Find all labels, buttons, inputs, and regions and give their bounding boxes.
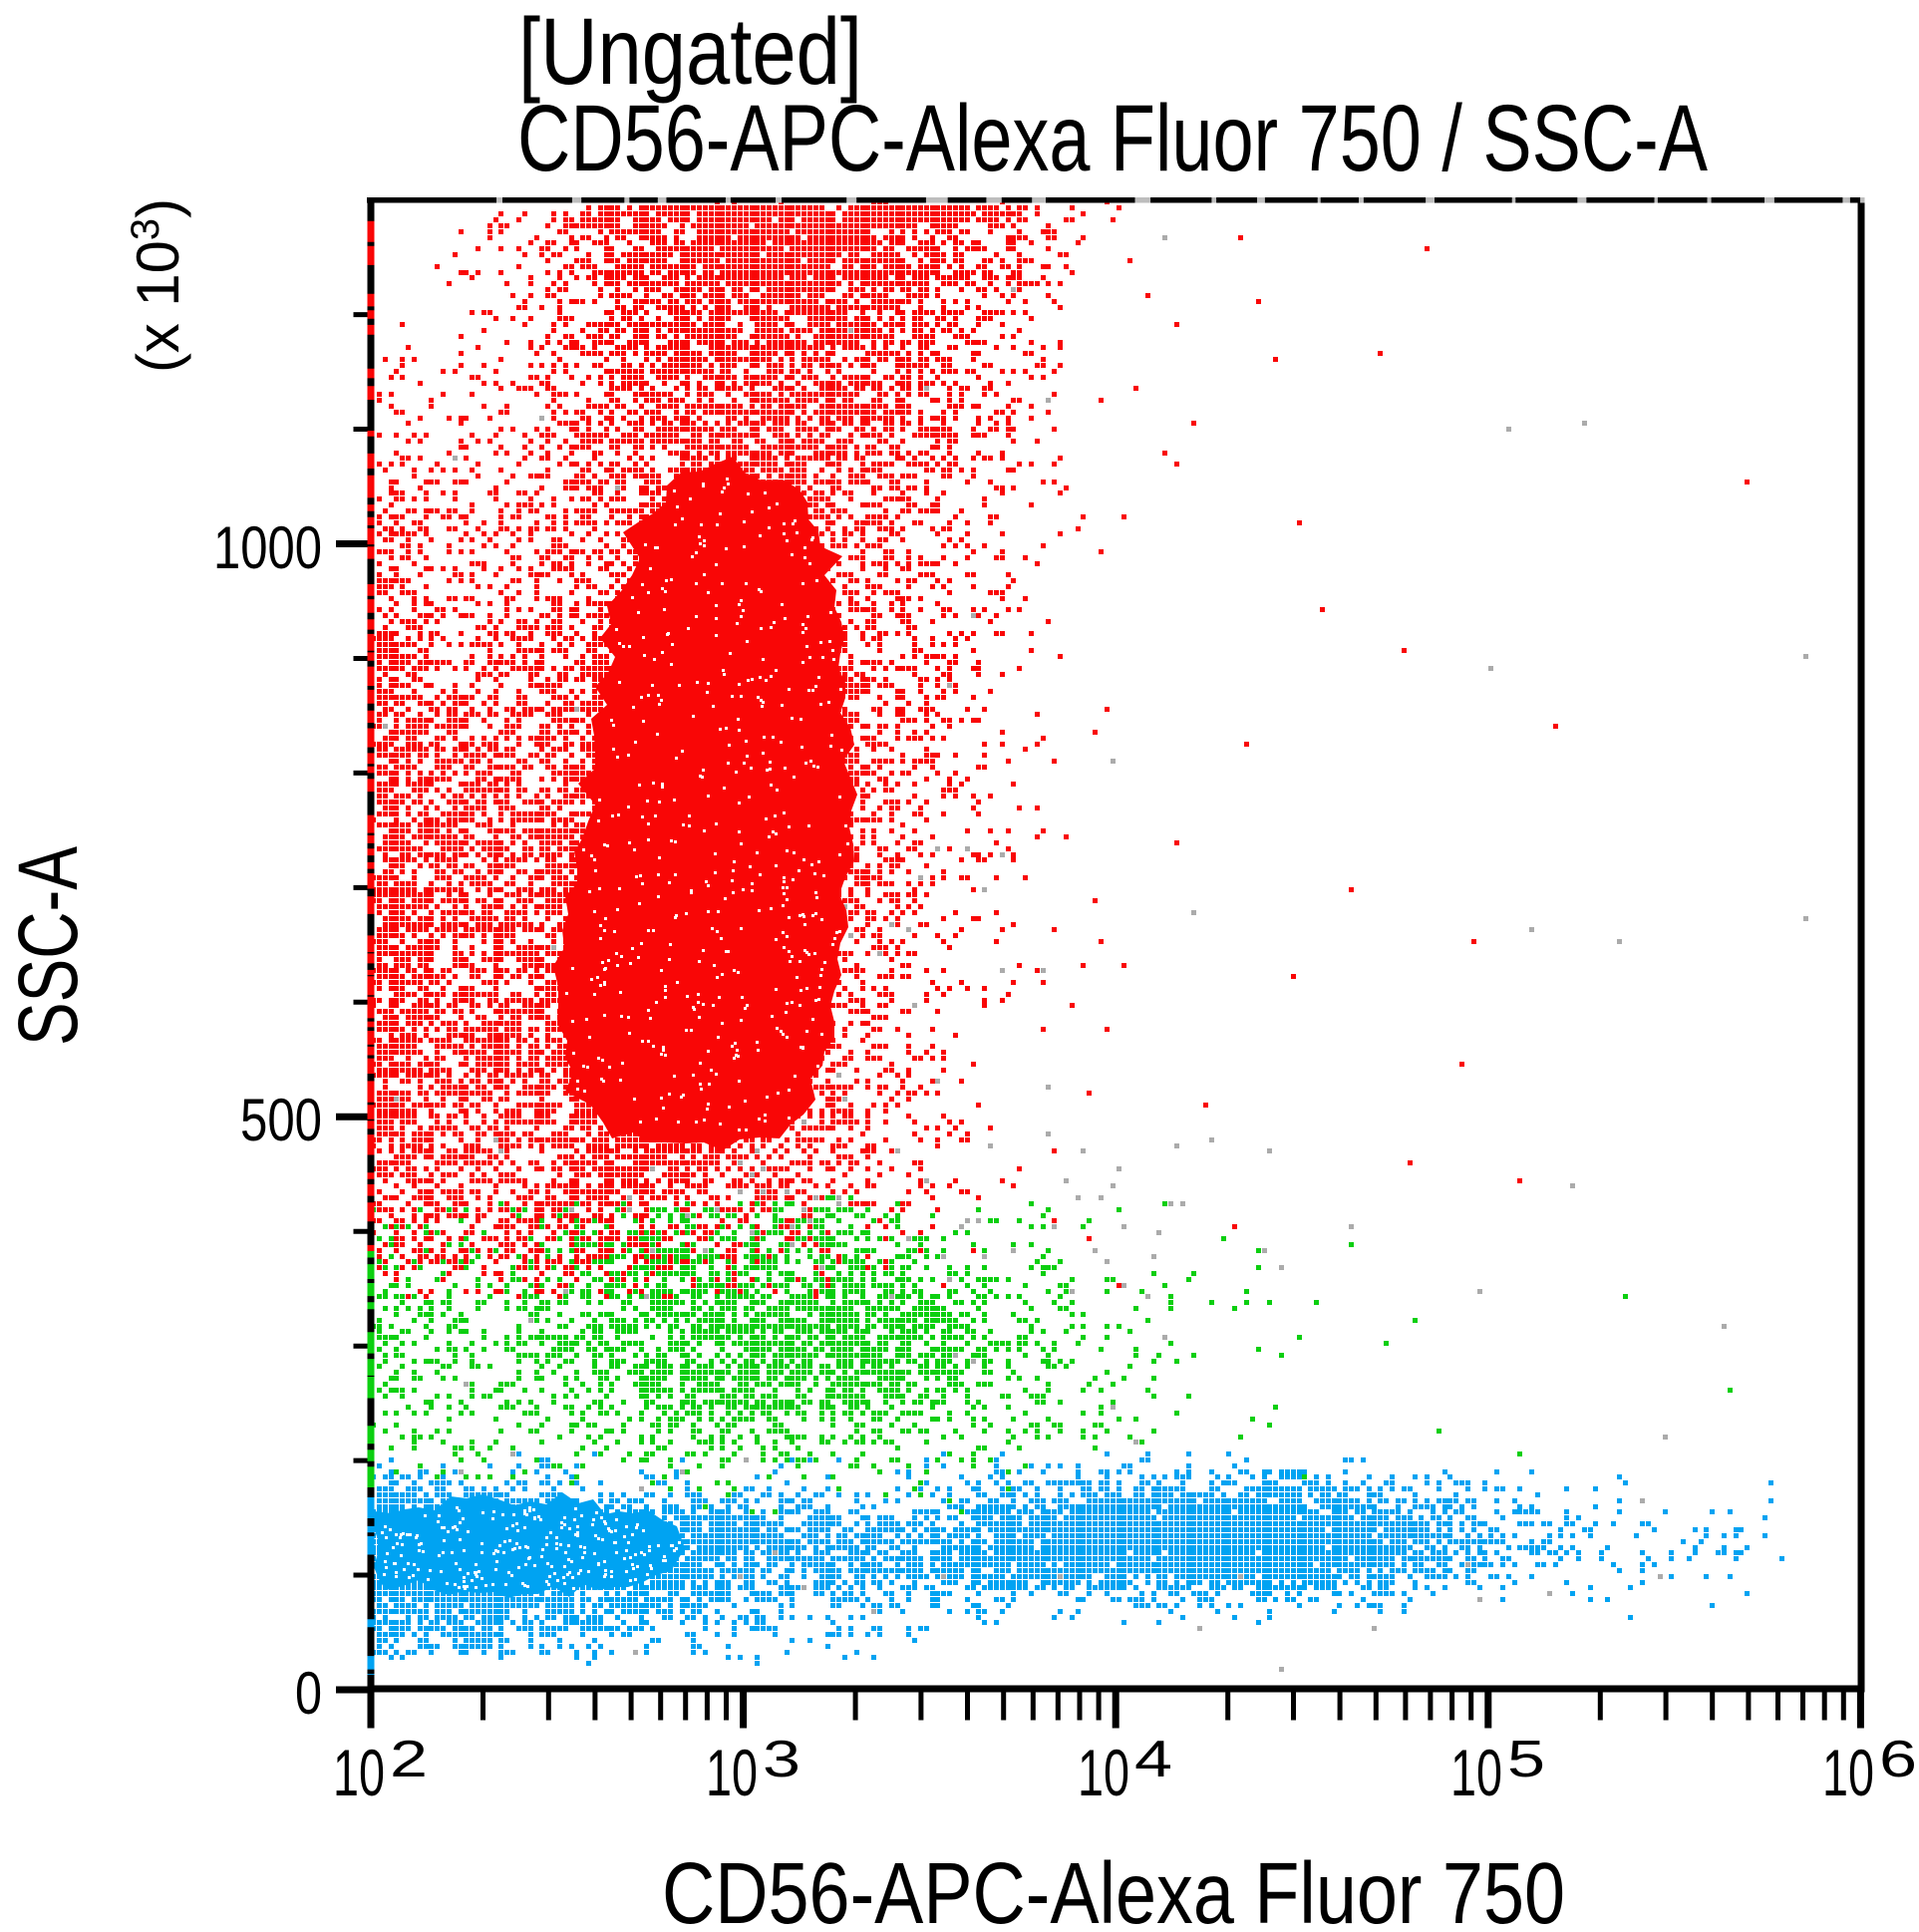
svg-text:10: 10 — [1822, 1736, 1874, 1809]
svg-text:6: 6 — [1879, 1731, 1917, 1788]
svg-text:4: 4 — [1134, 1731, 1172, 1788]
svg-text:CD56-APC-Alexa Fluor 750: CD56-APC-Alexa Fluor 750 — [662, 1845, 1565, 1932]
svg-text:1000: 1000 — [213, 514, 322, 581]
svg-text:10: 10 — [333, 1736, 385, 1809]
svg-text:500: 500 — [240, 1087, 322, 1153]
svg-text:2: 2 — [390, 1731, 428, 1788]
svg-text:10: 10 — [1078, 1736, 1129, 1809]
svg-text:[Ungated]: [Ungated] — [518, 0, 862, 105]
svg-text:10: 10 — [706, 1736, 758, 1809]
svg-text:5: 5 — [1507, 1731, 1545, 1788]
svg-text:10: 10 — [1450, 1736, 1502, 1809]
svg-text:SSC-A: SSC-A — [1, 846, 95, 1046]
svg-text:CD56-APC-Alexa Fluor 750 / SSC: CD56-APC-Alexa Fluor 750 / SSC-A — [517, 86, 1708, 191]
svg-text:3: 3 — [763, 1731, 800, 1788]
svg-text:0: 0 — [295, 1660, 322, 1727]
